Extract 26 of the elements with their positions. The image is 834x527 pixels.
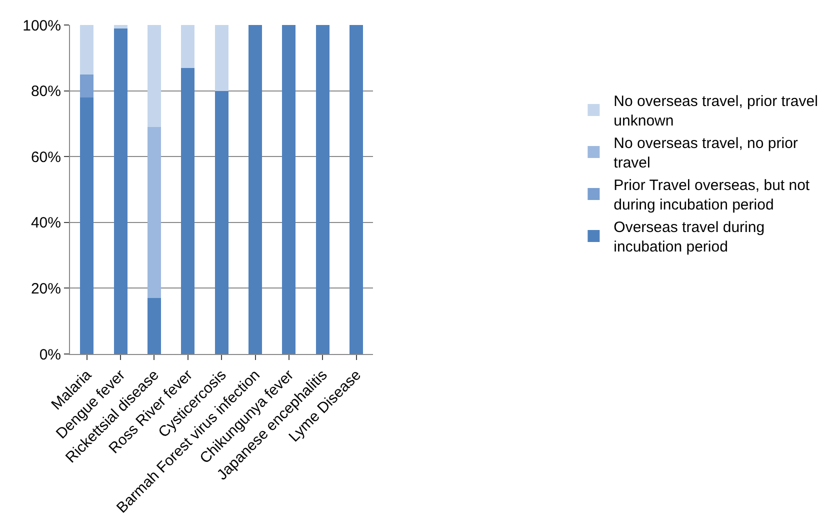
y-tick-label: 0% — [39, 346, 61, 364]
bar — [214, 25, 228, 91]
bar — [181, 25, 195, 68]
legend-label: Overseas travel during incubation period — [614, 219, 765, 256]
bar — [181, 68, 195, 354]
legend-label: No overseas travel, no prior travel — [614, 135, 798, 172]
bar — [147, 298, 161, 354]
bar — [114, 25, 128, 28]
y-tick-label: 80% — [30, 83, 61, 100]
y-tick-label: 100% — [22, 17, 61, 34]
y-tick-label: 60% — [30, 148, 61, 166]
bar — [147, 25, 161, 127]
bar — [316, 25, 330, 354]
legend-label: No overseas travel, prior travel unknown — [614, 93, 818, 130]
bar — [147, 126, 161, 298]
bar — [114, 28, 128, 354]
bar — [282, 25, 296, 354]
bar — [80, 25, 94, 74]
bar — [350, 25, 364, 354]
bar — [214, 90, 228, 354]
bar — [248, 25, 262, 354]
bar — [80, 74, 94, 98]
y-tick-label: 20% — [30, 280, 61, 298]
legend-label: Prior Travel overseas, but not during incubation period — [614, 177, 810, 214]
y-tick-label: 40% — [30, 214, 61, 232]
bar — [80, 97, 94, 354]
